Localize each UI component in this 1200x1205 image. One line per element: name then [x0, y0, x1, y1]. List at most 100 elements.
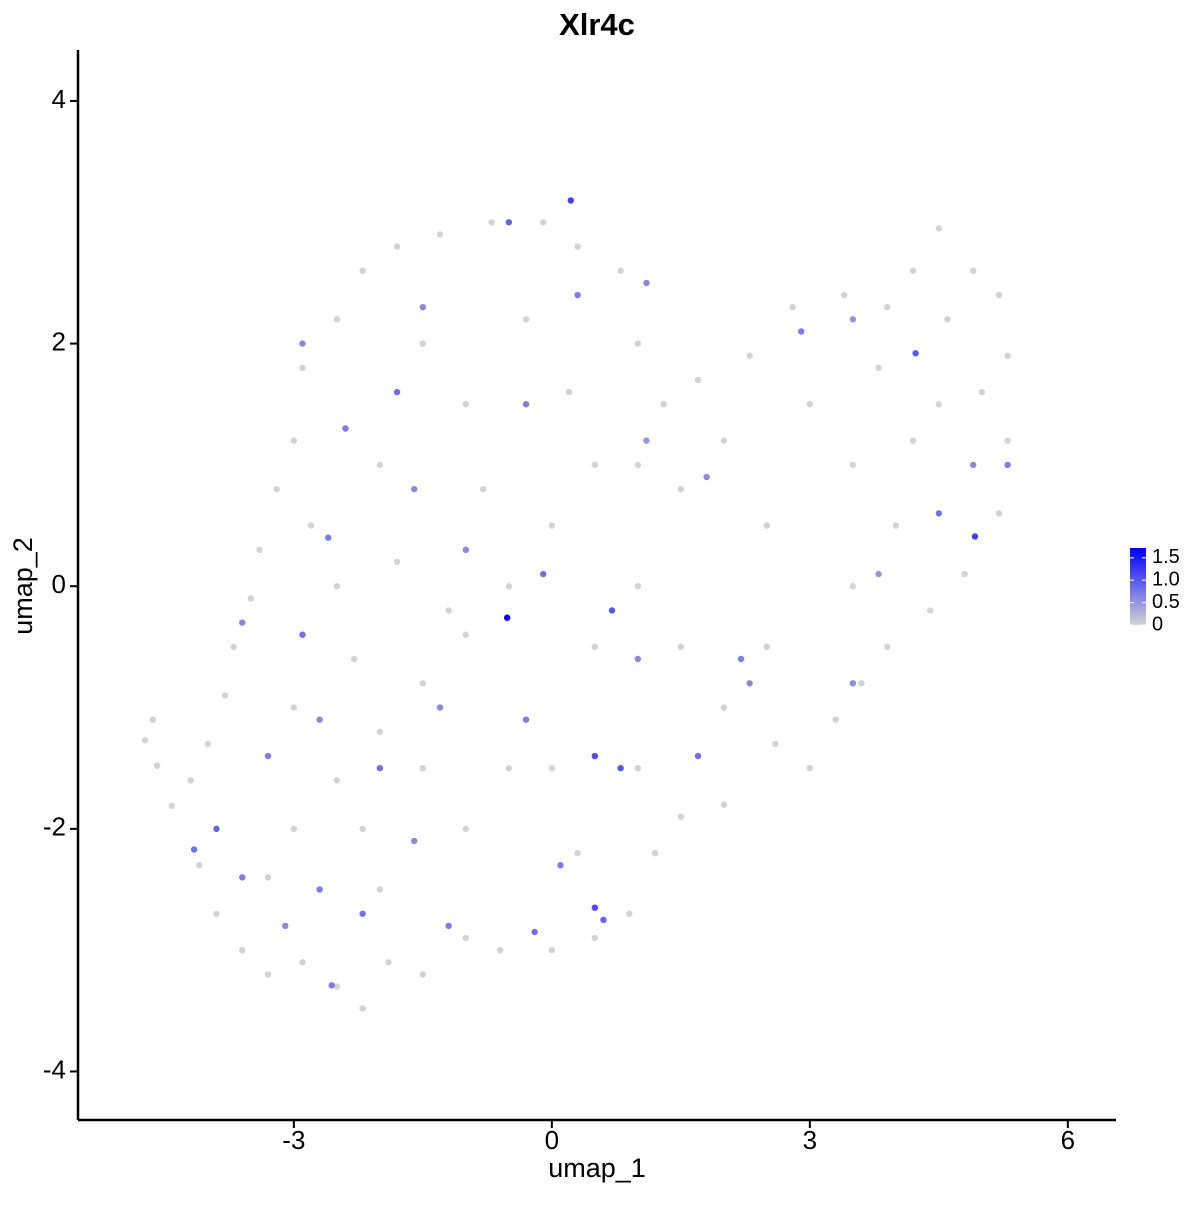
point — [720, 704, 728, 711]
point — [299, 631, 306, 638]
point — [970, 267, 977, 274]
point — [978, 388, 986, 396]
point — [290, 437, 298, 444]
point — [651, 849, 659, 857]
point — [342, 425, 349, 432]
point — [419, 680, 427, 687]
point — [462, 631, 470, 638]
point — [720, 801, 728, 808]
point — [359, 1005, 366, 1012]
point — [909, 267, 917, 274]
point — [875, 364, 882, 372]
point — [694, 376, 702, 384]
point — [497, 946, 504, 954]
point — [273, 485, 280, 493]
point — [190, 846, 198, 853]
point — [858, 680, 865, 687]
point — [884, 643, 891, 651]
point — [944, 316, 951, 323]
point — [591, 643, 599, 651]
point — [462, 401, 470, 408]
point — [264, 752, 272, 760]
point — [359, 267, 366, 274]
point — [849, 316, 857, 323]
point — [221, 692, 229, 699]
point — [328, 982, 335, 989]
point — [505, 583, 513, 590]
point — [694, 752, 702, 760]
point — [548, 764, 556, 772]
point — [608, 607, 616, 614]
point — [445, 607, 452, 614]
point — [436, 231, 444, 238]
point — [806, 764, 814, 772]
point — [436, 704, 444, 711]
point — [290, 704, 298, 711]
point — [299, 364, 306, 372]
point — [912, 350, 919, 357]
point — [591, 934, 599, 942]
y-tick-label: 2 — [52, 326, 66, 356]
point — [153, 762, 161, 769]
point — [567, 197, 574, 204]
point — [849, 680, 857, 687]
point — [927, 607, 934, 614]
point — [841, 291, 848, 299]
point — [256, 546, 263, 554]
point — [935, 401, 943, 408]
point — [239, 946, 246, 954]
point — [617, 764, 624, 772]
point — [763, 643, 771, 651]
point — [149, 716, 157, 723]
point — [462, 934, 470, 942]
point — [849, 461, 857, 469]
point — [376, 764, 384, 772]
point — [574, 849, 581, 857]
point — [264, 874, 272, 881]
point — [591, 752, 599, 760]
point — [763, 522, 771, 529]
x-tick-label: 0 — [545, 1125, 559, 1155]
colorbar-label: 0 — [1152, 613, 1163, 635]
point — [643, 437, 650, 444]
point — [660, 401, 667, 408]
point — [935, 510, 943, 517]
point — [419, 303, 427, 311]
point — [350, 655, 358, 663]
point — [961, 570, 968, 578]
point — [282, 922, 289, 930]
point — [720, 437, 728, 444]
chart-title: Xlr4c — [559, 7, 635, 42]
point — [393, 558, 401, 566]
point — [299, 959, 306, 966]
point — [376, 461, 384, 469]
point — [574, 291, 581, 299]
x-tick-label: 6 — [1061, 1125, 1075, 1155]
point — [643, 279, 650, 287]
x-tick-label: -3 — [282, 1125, 305, 1155]
point — [479, 485, 487, 493]
point — [574, 243, 581, 250]
point — [1004, 437, 1011, 444]
point — [376, 728, 384, 735]
point — [995, 510, 1003, 517]
point — [445, 922, 452, 930]
point — [359, 825, 366, 833]
point — [557, 862, 564, 869]
point — [196, 862, 203, 869]
point — [798, 328, 805, 335]
point — [419, 764, 427, 772]
point — [141, 737, 149, 744]
point — [995, 291, 1003, 299]
point — [213, 825, 220, 833]
point — [600, 916, 607, 924]
point — [634, 583, 642, 590]
point — [548, 522, 556, 529]
point — [307, 522, 315, 529]
point — [591, 461, 599, 469]
point — [522, 316, 530, 323]
point — [1004, 461, 1011, 469]
point — [935, 225, 943, 232]
point — [789, 303, 796, 311]
